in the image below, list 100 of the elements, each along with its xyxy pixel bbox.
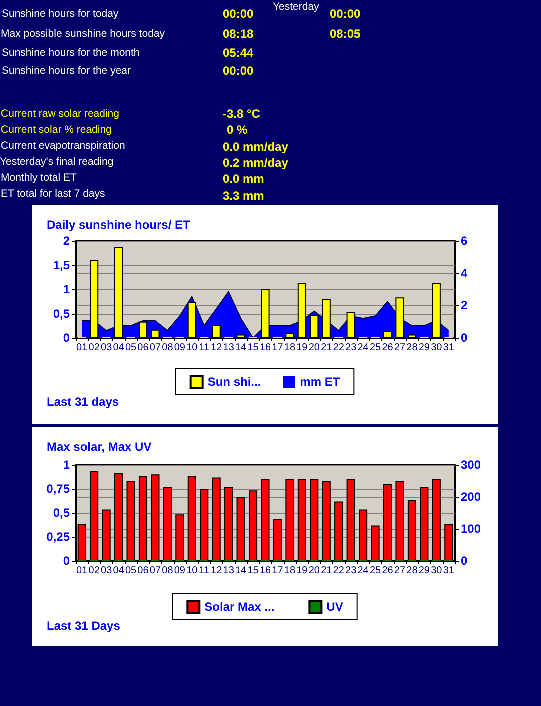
x-tick-label: 06: [138, 342, 150, 354]
text: 0.2 mm/day: [223, 156, 288, 170]
text: Yesterday's final reading: [0, 156, 114, 168]
text: -3.8 °C: [223, 107, 260, 121]
x-tick-label: 27: [394, 566, 406, 576]
x-tick-label: 05: [125, 342, 138, 354]
y2-tick-label: 300: [461, 458, 482, 472]
y2-tick-label: 6: [461, 234, 468, 248]
text: Max possible sunshine hours today: [1, 28, 166, 40]
text: Yesterday: [273, 0, 320, 13]
x-tick-label: 30: [431, 566, 443, 576]
x-tick-label: 10: [186, 566, 198, 576]
text: 08:05: [330, 27, 361, 41]
x-tick-label: 05: [125, 566, 138, 576]
y-tick-label: 0,25: [46, 530, 70, 544]
x-tick-label: 19: [296, 566, 308, 576]
x-tick-label: 09: [174, 566, 186, 576]
text: 3.3 mm: [223, 189, 264, 203]
legend-label: UV: [326, 600, 344, 614]
text: Sunshine hours for the month: [2, 46, 140, 59]
x-tick-label: 12: [211, 342, 223, 354]
y-tick-label: 1: [63, 458, 70, 472]
text: ET total for last 7 days: [1, 188, 106, 200]
x-tick-label: 21: [321, 342, 333, 354]
y-tick-label: 1,5: [53, 258, 70, 272]
x-tick-label: 17: [272, 566, 284, 576]
y2-tick-label: 100: [461, 522, 482, 536]
x-tick-label: 30: [431, 342, 443, 354]
x-tick-label: 29: [418, 566, 430, 576]
y2-tick-label: 0: [461, 554, 468, 568]
x-tick-label: 18: [284, 342, 296, 354]
text: Current solar % reading: [1, 124, 112, 136]
y2-tick-label: 4: [461, 266, 468, 280]
y-tick-label: 0: [63, 331, 70, 345]
text: 00:00: [330, 7, 361, 21]
x-tick-label: 02: [88, 342, 100, 354]
x-tick-label: 11: [199, 342, 210, 354]
x-tick-label: 10: [186, 342, 198, 354]
x-tick-label: 07: [150, 566, 162, 576]
text: Current raw solar reading: [1, 108, 120, 120]
x-tick-label: 04: [113, 566, 125, 576]
x-tick-label: 13: [223, 566, 235, 576]
x-tick-label: 03: [101, 342, 113, 354]
y-tick-label: 0,5: [53, 306, 70, 321]
chart-title: Daily sunshine hours/ ET: [47, 218, 192, 232]
x-tick-label: 23: [346, 566, 358, 576]
x-tick-label: 31: [443, 566, 455, 576]
x-tick-label: 26: [382, 566, 394, 576]
y2-tick-label: 2: [461, 298, 468, 313]
x-tick-label: 24: [358, 342, 370, 354]
x-tick-label: 25: [370, 342, 382, 354]
x-tick-label: 06: [138, 566, 150, 576]
x-tick-label: 28: [406, 342, 418, 354]
y-tick-label: 0,5: [53, 506, 70, 520]
x-tick-label: 07: [150, 342, 162, 354]
x-tick-label: 08: [162, 566, 174, 576]
x-tick-label: 16: [260, 566, 272, 576]
x-tick-label: 04: [113, 342, 125, 354]
text: Sunshine hours for today: [2, 8, 119, 20]
legend-label: mm ET: [300, 375, 341, 389]
y2-tick-label: 200: [461, 490, 482, 504]
x-tick-label: 31: [443, 342, 455, 354]
y-tick-label: 0,75: [46, 482, 70, 496]
y-tick-label: 2: [63, 234, 70, 248]
x-tick-label: 26: [382, 342, 394, 354]
x-tick-label: 13: [223, 342, 235, 354]
text: Last 31 Days: [47, 619, 121, 633]
text: Current evapotranspiration: [1, 140, 126, 152]
x-tick-label: 22: [333, 566, 345, 576]
x-tick-label: 17: [272, 342, 284, 354]
x-tick-label: 03: [101, 566, 113, 576]
x-tick-label: 01: [76, 342, 88, 354]
x-tick-label: 11: [199, 566, 210, 576]
text: 00:00: [223, 64, 254, 78]
x-tick-label: 01: [76, 566, 88, 576]
x-tick-label: 09: [174, 342, 186, 354]
text: 0.0 mm: [223, 172, 264, 186]
x-tick-label: 27: [394, 342, 406, 354]
x-tick-label: 14: [235, 566, 248, 576]
text: 08:18: [223, 27, 254, 41]
text: 05:44: [223, 46, 254, 60]
text: Monthly total ET: [1, 172, 77, 184]
x-tick-label: 29: [418, 342, 430, 354]
x-tick-label: 18: [284, 566, 296, 576]
text: Last 31 days: [47, 395, 120, 409]
x-tick-label: 21: [321, 566, 333, 576]
y-tick-label: 0: [63, 554, 70, 568]
text: Sunshine hours for the year: [2, 64, 131, 77]
x-tick-label: 02: [88, 566, 100, 576]
y-tick-label: 1: [63, 282, 70, 296]
y2-tick-label: 0: [461, 331, 468, 345]
chart-title: Max solar, Max UV: [47, 440, 152, 454]
text: 0.0 mm/day: [223, 140, 288, 154]
x-tick-label: 20: [308, 342, 320, 354]
x-tick-label: 12: [211, 566, 223, 576]
x-tick-label: 20: [308, 566, 320, 576]
x-tick-label: 25: [370, 566, 382, 576]
x-tick-label: 14: [235, 342, 248, 354]
text: 0 %: [227, 123, 248, 137]
x-tick-label: 15: [248, 566, 260, 576]
